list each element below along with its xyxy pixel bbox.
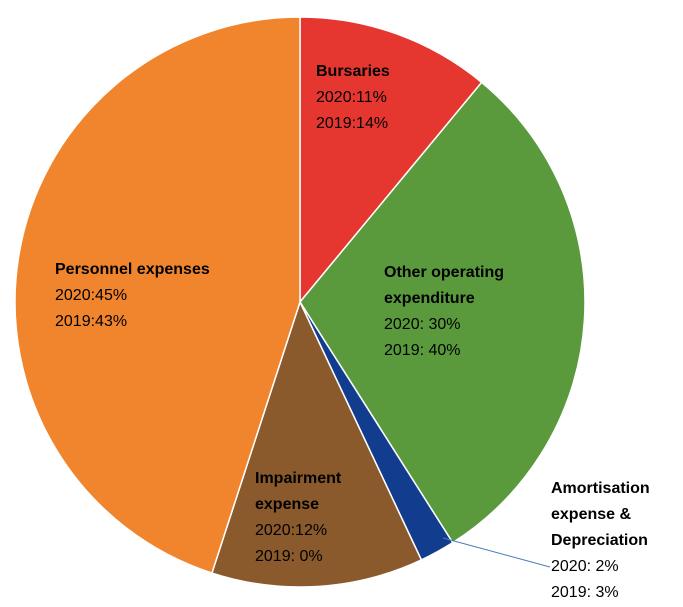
pie-slice [299,81,586,544]
value-label: 2020:12% [255,522,328,539]
pie-slice [299,16,483,305]
pie-slice [14,16,301,574]
value-label: 2020: 30% [384,316,461,333]
category-label: Impairment expense [255,470,342,513]
slice-label: Personnel expenses 2020:45% 2019:43% [55,257,275,335]
slice-label: Bursaries 2020:11% 2019:14% [316,59,516,137]
slice-label: Impairment expense 2020:12% 2019: 0% [255,466,385,570]
pie-slice [210,299,423,588]
value-label: 2020: 2% [551,558,619,575]
value-label: 2019: 40% [384,342,461,359]
category-label: Personnel expenses [55,261,210,278]
category-label: Bursaries [316,63,390,80]
category-label: Other operating expenditure [384,264,505,307]
value-label: 2020:45% [55,287,128,304]
slice-label: Amortisation expense & Depreciation 2020:… [551,476,681,606]
slice-label: Other operating expenditure 2020: 30% 2019… [384,260,554,364]
category-label: Amortisation expense & Depreciation [551,480,650,549]
leader-line [442,537,551,568]
value-label: 2019: 3% [551,584,619,601]
value-label: 2019:43% [55,313,128,330]
value-label: 2020:11% [316,89,387,106]
value-label: 2019:14% [316,115,389,132]
value-label: 2019: 0% [255,548,323,565]
